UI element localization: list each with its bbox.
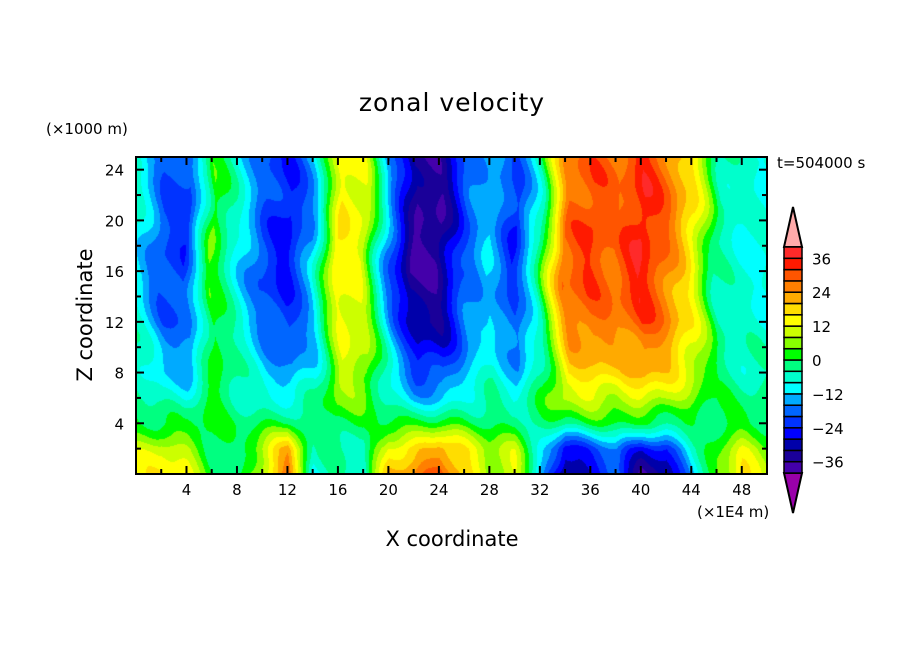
colorbar-box (783, 268, 803, 282)
colorbar-box (783, 302, 803, 316)
x-tick-label: 20 (379, 481, 398, 499)
colorbar-label: −36 (812, 454, 844, 472)
time-annotation: t=504000 s (777, 154, 866, 172)
y-tick-label: 4 (114, 415, 124, 433)
x-tick-label: 16 (328, 481, 347, 499)
colorbar-box (783, 370, 803, 384)
colorbar-box (783, 449, 803, 463)
colorbar-box (783, 427, 803, 440)
x-tick-label: 40 (631, 481, 650, 499)
x-tick-label: 32 (530, 481, 549, 499)
colorbar-box (783, 438, 803, 452)
x-tick-label: 44 (682, 481, 701, 499)
colorbar-box (783, 314, 803, 327)
x-tick-label: 8 (232, 481, 242, 499)
x-tick-label: 48 (732, 481, 751, 499)
x-axis-unit: (×1E4 m) (697, 503, 770, 521)
x-tick-label: 4 (182, 481, 192, 499)
colorbar-box (783, 257, 803, 271)
x-axis-label: X coordinate (385, 527, 519, 551)
colorbar-box (783, 347, 803, 361)
colorbar-box (783, 415, 803, 429)
colorbar-label: 24 (812, 284, 831, 302)
y-tick-label: 12 (105, 314, 124, 332)
colorbar-box (783, 325, 803, 339)
colorbar-label: −24 (812, 420, 844, 438)
x-tick-label: 28 (480, 481, 499, 499)
colorbar-box (783, 280, 803, 293)
x-tick-label: 12 (278, 481, 297, 499)
colorbar-label: 0 (812, 352, 822, 370)
colorbar-label: −12 (812, 386, 844, 404)
y-tick-label: 24 (105, 162, 124, 180)
colorbar-box (783, 381, 803, 395)
chart-title: zonal velocity (358, 88, 546, 117)
colorbar-box (783, 404, 803, 418)
y-tick-label: 8 (114, 365, 124, 383)
plot-frame (135, 156, 768, 475)
y-tick-label: 16 (105, 263, 124, 281)
colorbar-label: 12 (812, 318, 831, 336)
colorbar-box (783, 291, 803, 305)
colorbar-box (783, 246, 803, 260)
colorbar-box (783, 393, 803, 406)
colorbar-box (783, 336, 803, 350)
colorbar-under-triangle (782, 472, 804, 514)
colorbar-over-triangle (782, 206, 804, 248)
colorbar-box (783, 359, 803, 373)
z-axis-unit: (×1000 m) (46, 120, 128, 138)
colorbar-box (783, 460, 803, 474)
colorbar-label: 36 (812, 250, 831, 268)
x-tick-label: 24 (429, 481, 448, 499)
x-tick-label: 36 (581, 481, 600, 499)
contour-field (136, 157, 767, 474)
y-tick-label: 20 (105, 212, 124, 230)
